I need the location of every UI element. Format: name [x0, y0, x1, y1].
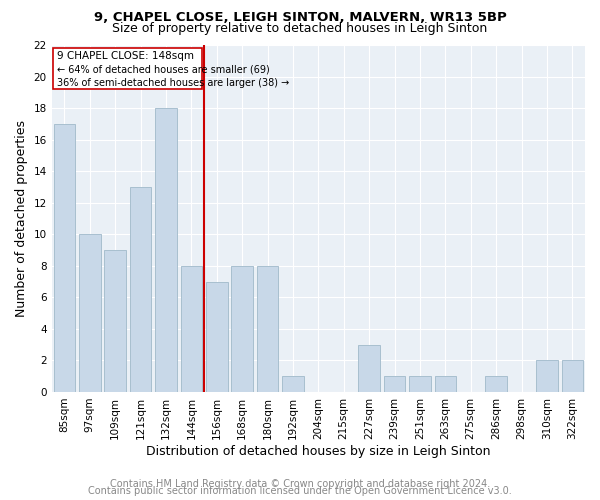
Bar [282, 376, 304, 392]
Bar [562, 360, 583, 392]
Bar [384, 376, 406, 392]
Bar [53, 48, 202, 89]
Bar [257, 266, 278, 392]
Bar [206, 282, 227, 392]
Text: 9 CHAPEL CLOSE: 148sqm: 9 CHAPEL CLOSE: 148sqm [57, 50, 194, 60]
Bar [130, 187, 151, 392]
Bar [104, 250, 126, 392]
Bar [181, 266, 202, 392]
Bar [485, 376, 507, 392]
Text: Contains HM Land Registry data © Crown copyright and database right 2024.: Contains HM Land Registry data © Crown c… [110, 479, 490, 489]
Bar [409, 376, 431, 392]
Text: 36% of semi-detached houses are larger (38) →: 36% of semi-detached houses are larger (… [57, 78, 289, 88]
Bar [434, 376, 456, 392]
Bar [79, 234, 101, 392]
Bar [358, 344, 380, 392]
Bar [155, 108, 177, 392]
Bar [536, 360, 557, 392]
Bar [232, 266, 253, 392]
Y-axis label: Number of detached properties: Number of detached properties [15, 120, 28, 317]
Text: Contains public sector information licensed under the Open Government Licence v3: Contains public sector information licen… [88, 486, 512, 496]
X-axis label: Distribution of detached houses by size in Leigh Sinton: Distribution of detached houses by size … [146, 444, 491, 458]
Text: 9, CHAPEL CLOSE, LEIGH SINTON, MALVERN, WR13 5BP: 9, CHAPEL CLOSE, LEIGH SINTON, MALVERN, … [94, 11, 506, 24]
Text: Size of property relative to detached houses in Leigh Sinton: Size of property relative to detached ho… [112, 22, 488, 35]
Text: ← 64% of detached houses are smaller (69): ← 64% of detached houses are smaller (69… [57, 64, 269, 74]
Bar [53, 124, 75, 392]
